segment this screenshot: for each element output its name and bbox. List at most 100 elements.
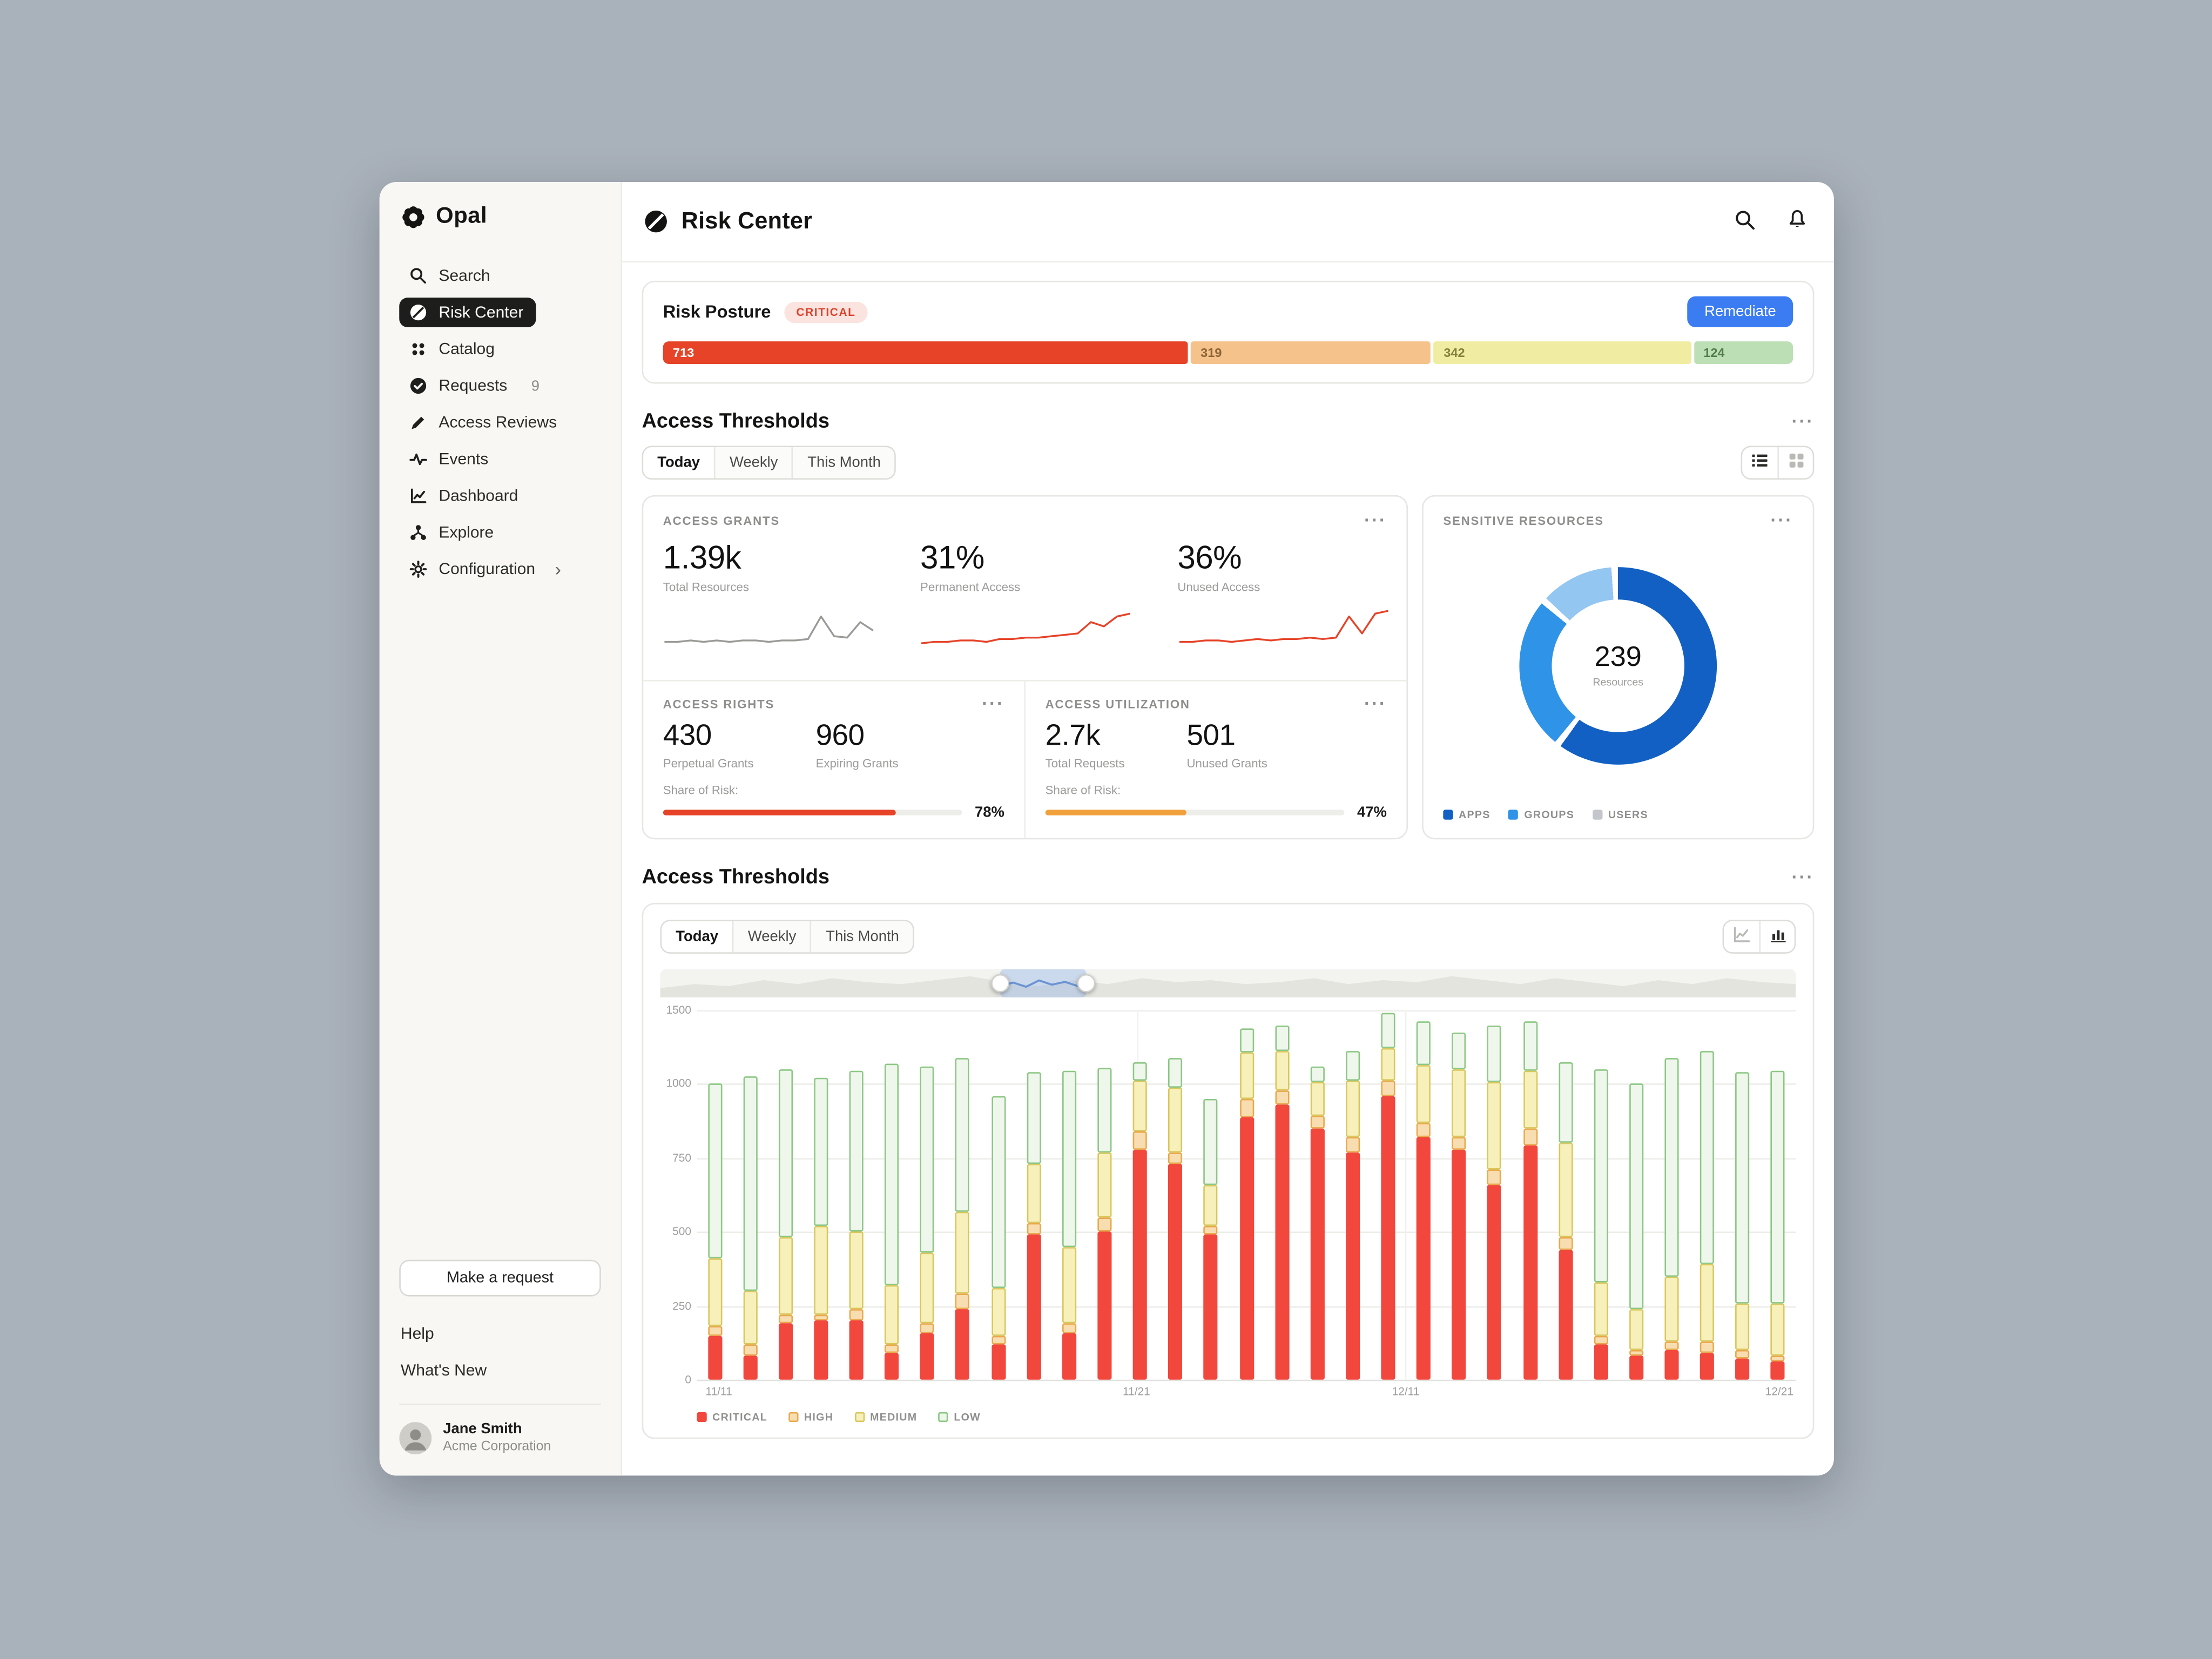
tab-this-month[interactable]: This Month <box>792 447 895 478</box>
stacked-bar[interactable] <box>1310 1066 1325 1380</box>
sidebar-item-search[interactable]: Search <box>399 261 503 291</box>
tab-today[interactable]: Today <box>662 921 733 953</box>
stacked-bar[interactable] <box>1417 1022 1431 1380</box>
stacked-bar[interactable] <box>1664 1057 1679 1380</box>
sidebar-item-configuration[interactable]: Configuration › <box>399 555 574 584</box>
stacked-bar[interactable] <box>1132 1062 1148 1380</box>
overflow-menu[interactable]: ··· <box>1791 410 1815 432</box>
stacked-bar[interactable] <box>778 1069 793 1380</box>
notifications-button[interactable] <box>1783 207 1811 235</box>
stacked-bar[interactable] <box>1204 1098 1218 1380</box>
time-range-brush[interactable] <box>660 969 1796 997</box>
brush-handle-right[interactable] <box>1077 974 1096 993</box>
stacked-bar[interactable] <box>1239 1028 1253 1380</box>
stacked-bar[interactable] <box>1629 1084 1644 1380</box>
bar-segment-medium <box>1097 1152 1112 1217</box>
grid-view-button[interactable] <box>1777 447 1812 478</box>
sidebar-item-risk-center[interactable]: Risk Center <box>399 298 536 328</box>
stacked-bar[interactable] <box>1452 1032 1466 1380</box>
risk-posture-segment[interactable]: 124 <box>1694 341 1793 364</box>
bar-segment-high <box>1062 1323 1076 1333</box>
stacked-bar[interactable] <box>1381 1013 1395 1380</box>
stacked-bar[interactable] <box>1168 1057 1183 1380</box>
risk-posture-segment[interactable]: 342 <box>1434 341 1691 364</box>
sidebar-item-events[interactable]: Events <box>399 444 501 474</box>
stacked-bar[interactable] <box>885 1063 899 1380</box>
sidebar-link-help[interactable]: Help <box>400 1326 434 1343</box>
bar-segment-high <box>955 1293 970 1309</box>
stacked-bar[interactable] <box>1487 1024 1502 1380</box>
sidebar-item-explore[interactable]: Explore <box>399 518 507 548</box>
sidebar-item-dashboard[interactable]: Dashboard <box>399 481 531 511</box>
bar-segment-low <box>920 1066 935 1253</box>
bar-segment-high <box>885 1344 899 1353</box>
stacked-bar[interactable] <box>1735 1072 1750 1380</box>
risk-posture-segment[interactable]: 713 <box>663 341 1188 364</box>
stacked-bar[interactable] <box>1594 1069 1608 1380</box>
overflow-menu[interactable]: ··· <box>1791 866 1815 888</box>
bar-segment-low <box>1594 1069 1608 1283</box>
bar-chart-icon <box>1768 926 1786 948</box>
tab-today[interactable]: Today <box>643 447 714 478</box>
share-of-risk-fill <box>663 810 896 815</box>
tab-weekly[interactable]: Weekly <box>714 447 792 478</box>
donut-chart[interactable]: 239 Resources <box>1519 566 1717 764</box>
stacked-bar[interactable] <box>920 1066 935 1380</box>
overflow-menu[interactable]: ··· <box>1364 509 1387 531</box>
bar-segment-low <box>1523 1022 1537 1071</box>
metric-value: 960 <box>815 719 865 752</box>
stacked-bar[interactable] <box>1274 1024 1289 1380</box>
sidebar-item-requests[interactable]: Requests 9 <box>399 371 552 401</box>
stacked-bar[interactable] <box>814 1078 828 1380</box>
stacked-bar[interactable] <box>955 1057 970 1380</box>
bar-segment-critical <box>1310 1128 1325 1380</box>
search-icon <box>1734 208 1756 235</box>
sidebar-link-whats-new[interactable]: What's New <box>400 1363 487 1380</box>
bar-segment-low <box>1700 1051 1715 1265</box>
line-chart-button[interactable] <box>1724 921 1759 952</box>
overflow-menu[interactable]: ··· <box>1364 692 1387 714</box>
overflow-menu[interactable]: ··· <box>1770 509 1793 531</box>
user-menu[interactable]: Jane Smith Acme Corporation <box>399 1421 601 1456</box>
tab-this-month[interactable]: This Month <box>810 921 913 953</box>
bar-segment-critical <box>1523 1146 1537 1380</box>
bar-segment-high <box>1026 1223 1041 1235</box>
risk-posture-segment[interactable]: 319 <box>1190 341 1431 364</box>
access-grants-title: ACCESS GRANTS <box>663 513 780 528</box>
stacked-bar[interactable] <box>991 1096 1006 1380</box>
remediate-button[interactable]: Remediate <box>1687 296 1793 328</box>
stacked-bar[interactable] <box>707 1084 722 1380</box>
gridline <box>697 1010 1796 1011</box>
legend-swatch <box>697 1412 707 1422</box>
legend-swatch <box>1508 810 1519 820</box>
sidebar-item-label: Risk Center <box>439 304 524 321</box>
brush-handle-left[interactable] <box>990 974 1009 993</box>
stacked-bar[interactable] <box>1062 1070 1076 1380</box>
stacked-bar[interactable] <box>849 1070 864 1380</box>
sidebar-item-catalog[interactable]: Catalog <box>399 334 507 364</box>
stacked-bar[interactable] <box>743 1076 757 1380</box>
bar-chart-button[interactable] <box>1759 921 1794 953</box>
legend-item-critical: CRITICAL <box>697 1411 767 1424</box>
stacked-bar[interactable] <box>1523 1022 1537 1380</box>
overflow-menu[interactable]: ··· <box>982 692 1004 714</box>
events-icon <box>409 450 428 468</box>
bar-segment-low <box>849 1070 864 1232</box>
stacked-bar[interactable] <box>1026 1072 1041 1380</box>
bar-segment-high <box>1487 1170 1502 1185</box>
brush-selection[interactable] <box>990 969 1096 997</box>
view-toggle <box>1741 446 1815 480</box>
header-search-button[interactable] <box>1731 207 1759 235</box>
stacked-bar[interactable] <box>1345 1051 1360 1380</box>
sidebar-item-label: Dashboard <box>439 487 518 504</box>
make-request-button[interactable]: Make a request <box>399 1259 601 1297</box>
stacked-bar[interactable] <box>1558 1062 1573 1380</box>
bar-segment-medium <box>1452 1069 1466 1137</box>
tab-weekly[interactable]: Weekly <box>732 921 811 953</box>
stacked-bar[interactable] <box>1771 1070 1785 1380</box>
list-view-button[interactable] <box>1742 447 1777 478</box>
stacked-bar[interactable] <box>1097 1068 1112 1380</box>
sidebar-item-access-reviews[interactable]: Access Reviews <box>399 408 569 437</box>
stacked-bar[interactable] <box>1700 1051 1715 1380</box>
